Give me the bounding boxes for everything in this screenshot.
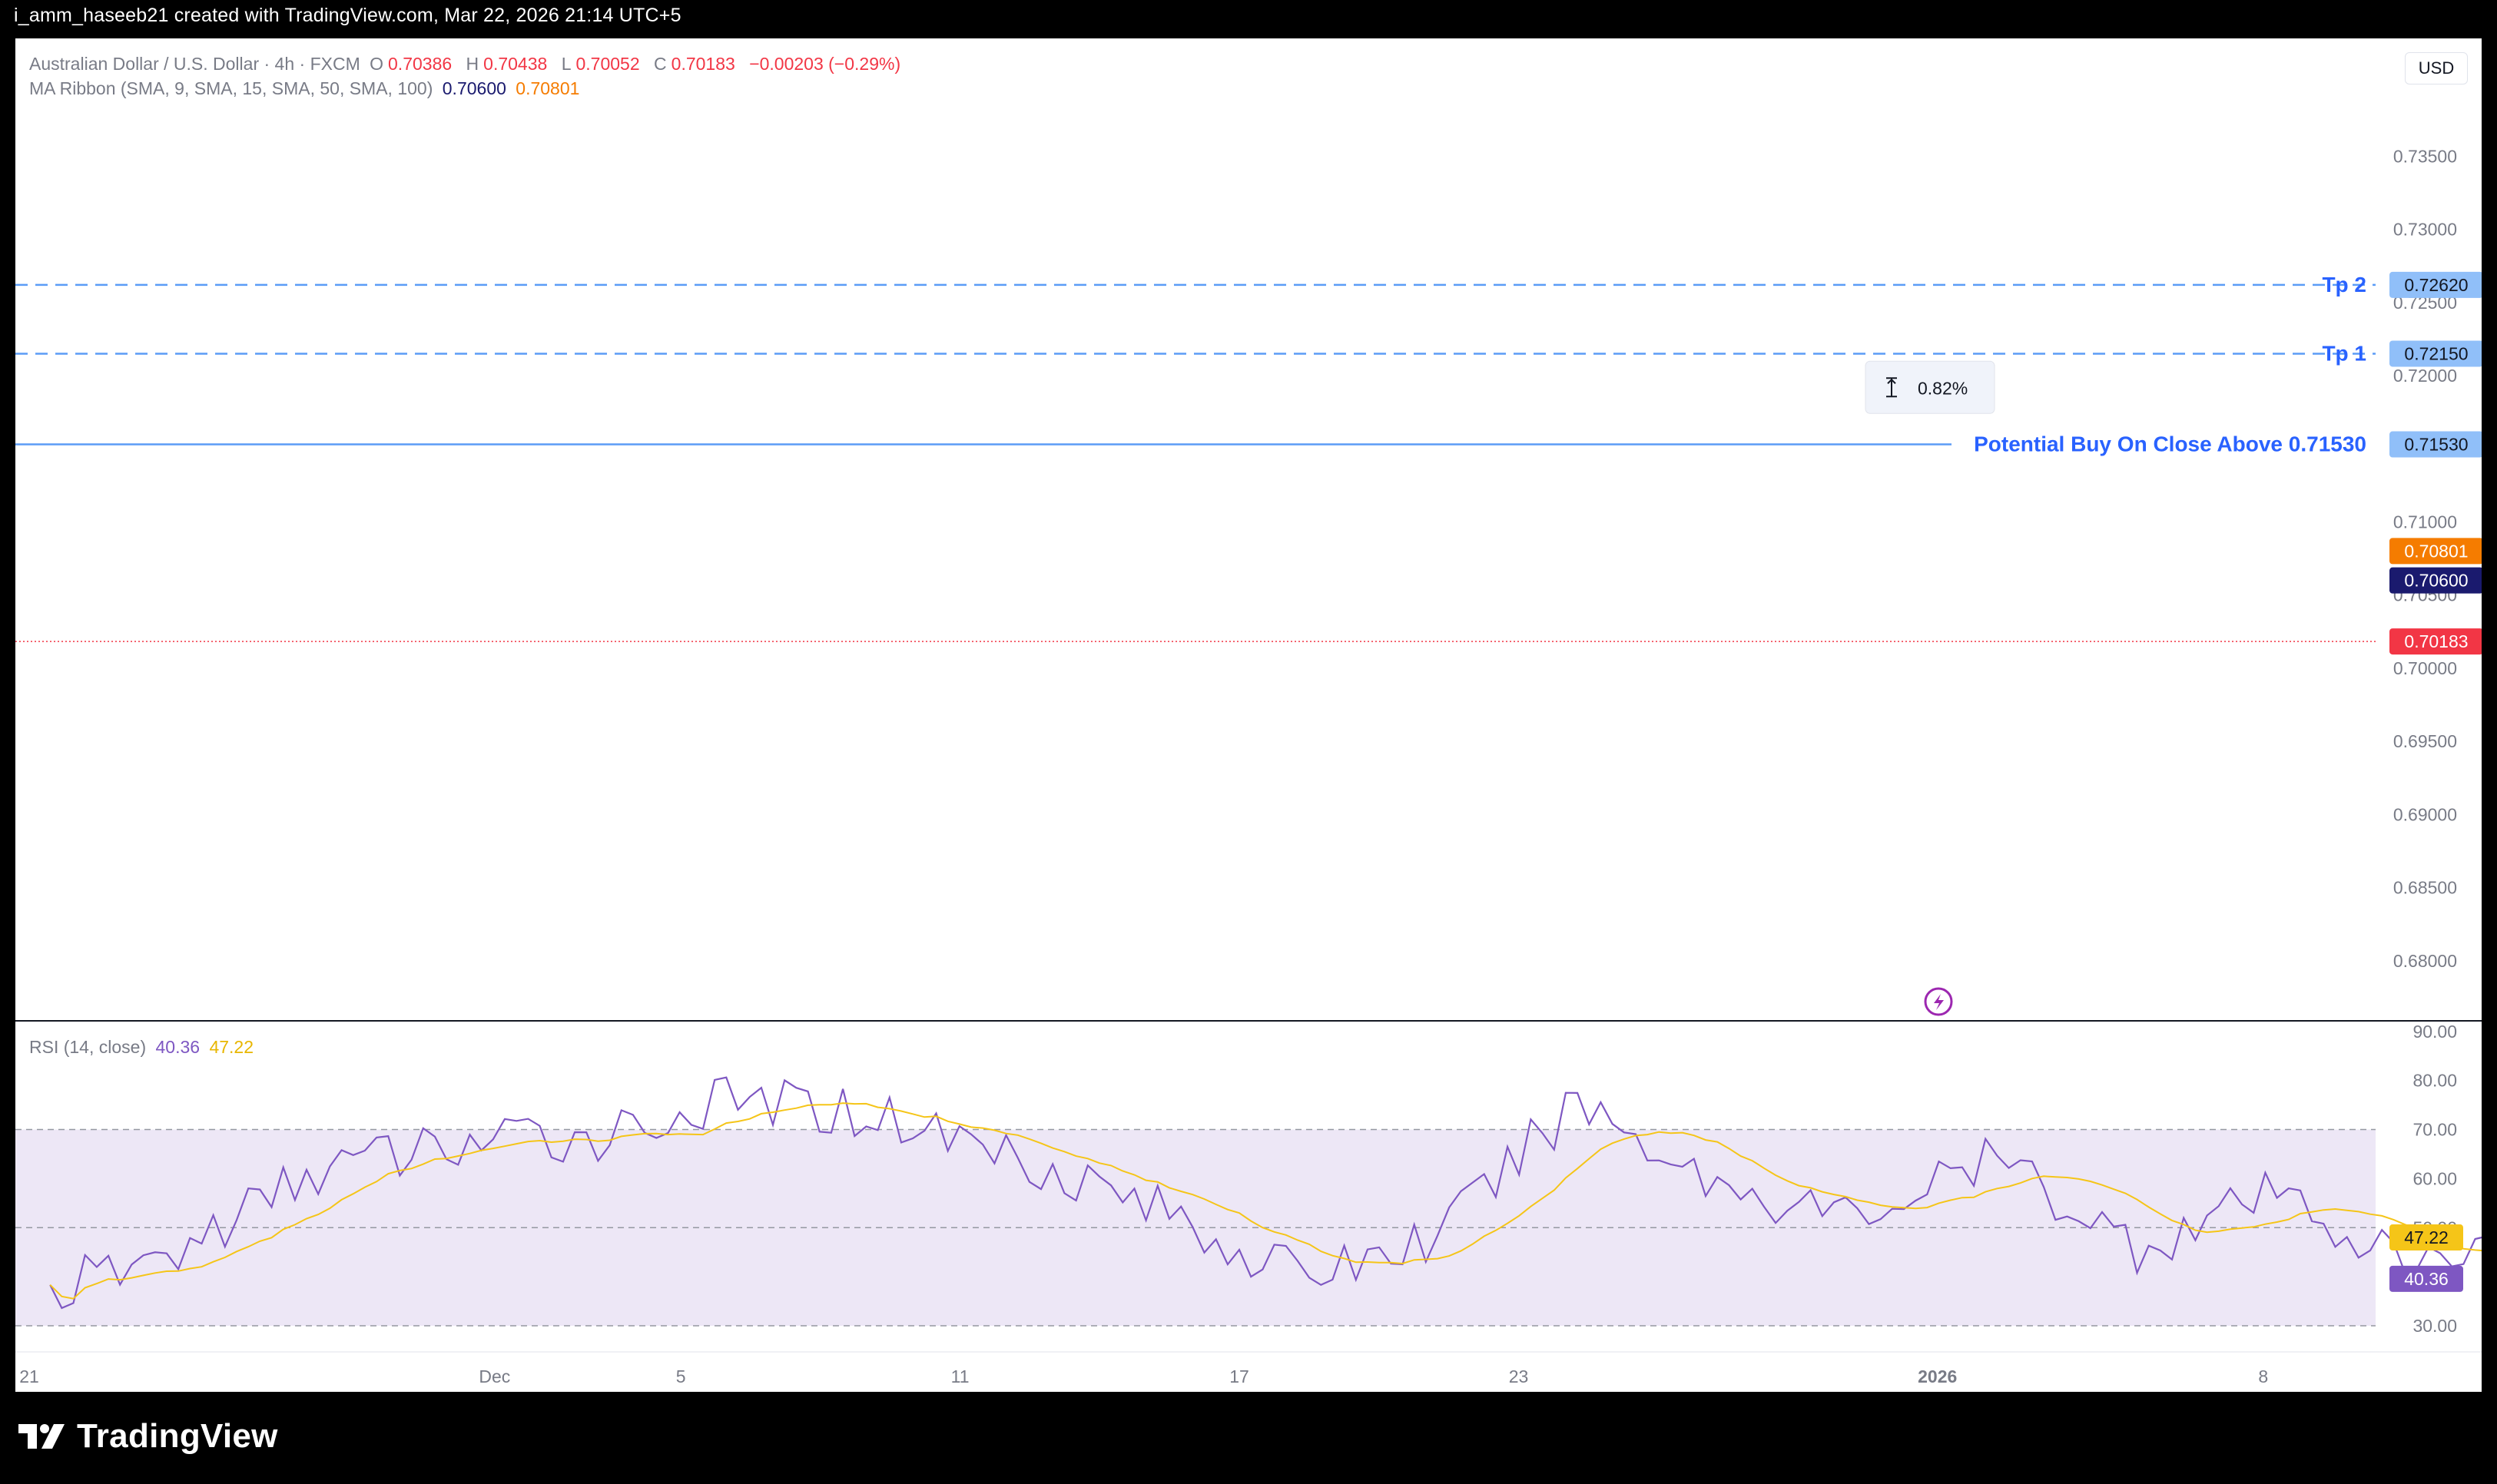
chart-credit: i_amm_haseeb21 created with TradingView.… [14,5,681,26]
measure-icon [1886,377,1897,398]
time-tick-label: 2026 [1918,1366,1957,1386]
time-tick-label: 17 [1229,1366,1249,1386]
low-value: 0.70052 [575,54,640,74]
ma-slow-value: 0.70801 [516,78,580,98]
change-value: −0.00203 (−0.29%) [749,54,901,74]
close-value: 0.70183 [671,54,735,74]
chart-frame[interactable]: 0.73500 0.73000 0.72500 0.72000 0.71000 0.705… [15,38,2482,1392]
price-tag-ma_slow [2389,538,2482,565]
price-tick-label: 0.73000 [2393,220,2457,240]
time-tick-label: 8 [2258,1366,2268,1386]
high-value: 0.70438 [483,54,548,74]
price-tick-label: 0.68000 [2393,951,2457,971]
price-tick-label: 0.69000 [2393,804,2457,824]
price-tag-label: 0.70183 [2404,631,2468,651]
price-tag-ma_fast [2389,567,2482,594]
chart-canvas[interactable]: 0.735000.730000.725000.720000.710000.705… [15,38,2482,1392]
price-tick-label: 0.70000 [2393,658,2457,678]
price-tick-label: 0.68500 [2393,878,2457,898]
price-tag-level [2389,431,2482,458]
measure-box [1865,360,1995,414]
buy-label: Potential Buy On Close Above 0.71530 [1974,432,2366,456]
rsi-tag-label: 47.22 [2404,1227,2449,1247]
time-tick-label: 5 [676,1366,686,1386]
rsi-tick-label: 80.00 [2412,1071,2457,1091]
price-tick-label: 0.73500 [2393,146,2457,166]
rsi-ma-value: 47.22 [209,1037,254,1057]
symbol-legend[interactable]: Australian Dollar / U.S. Dollar · 4h · F… [29,54,901,74]
price-tag-level [2389,340,2482,367]
price-tag-label: 0.70600 [2404,571,2468,591]
symbol-name: Australian Dollar / U.S. Dollar · 4h · F… [29,54,360,74]
ma-fast-value: 0.70600 [442,78,506,98]
time-tick-label: 21 [19,1366,39,1386]
price-tag-label: 0.72150 [2404,343,2468,363]
lightning-bolt [1934,994,1944,1010]
price-tag-label: 0.71530 [2404,435,2468,455]
time-tick-label: 11 [951,1366,970,1386]
rsi-tag-label: 40.36 [2404,1269,2449,1289]
rsi-tick-label: 70.00 [2412,1120,2457,1140]
rsi-tick-label: 30.00 [2412,1316,2457,1336]
price-tag-level [2389,271,2482,298]
measure-value: 0.82% [1918,378,1968,398]
rsi-line [49,1076,2482,1310]
time-tick-label: Dec [479,1366,510,1386]
price-tick-label: 0.69500 [2393,731,2457,751]
price-tag-label: 0.70801 [2404,541,2468,561]
rsi-legend[interactable]: RSI (14, close) 40.36 47.22 [29,1037,258,1058]
brand-name: TradingView [77,1417,278,1455]
price-tick-label: 0.71000 [2393,512,2457,532]
price-tag-label: 0.72620 [2404,275,2468,295]
rsi-tick-label: 60.00 [2412,1168,2457,1188]
rsi-tick-label: 90.00 [2412,1022,2457,1042]
tradingview-logo-icon [18,1424,65,1449]
price-tick-label: 0.72000 [2393,366,2457,386]
ma-ribbon-legend[interactable]: MA Ribbon (SMA, 9, SMA, 15, SMA, 50, SMA… [29,78,584,99]
rsi-title: RSI (14, close) [29,1037,147,1057]
tp2-label: Tp 2 [2322,273,2366,296]
open-value: 0.70386 [388,54,453,74]
tp1-label: Tp 1 [2322,341,2366,365]
rsi-ma-line [49,1102,2482,1300]
currency-button[interactable]: USD [2405,52,2468,84]
ma-ribbon-title: MA Ribbon (SMA, 9, SMA, 15, SMA, 50, SMA… [29,78,433,98]
price-tag-last [2389,628,2482,655]
time-tick-label: 23 [1509,1366,1529,1386]
rsi-tag-ma [2389,1224,2463,1251]
rsi-value: 40.36 [155,1037,201,1057]
footer-brand: TradingView [17,1406,278,1467]
rsi-tag-rsi [2389,1265,2463,1292]
